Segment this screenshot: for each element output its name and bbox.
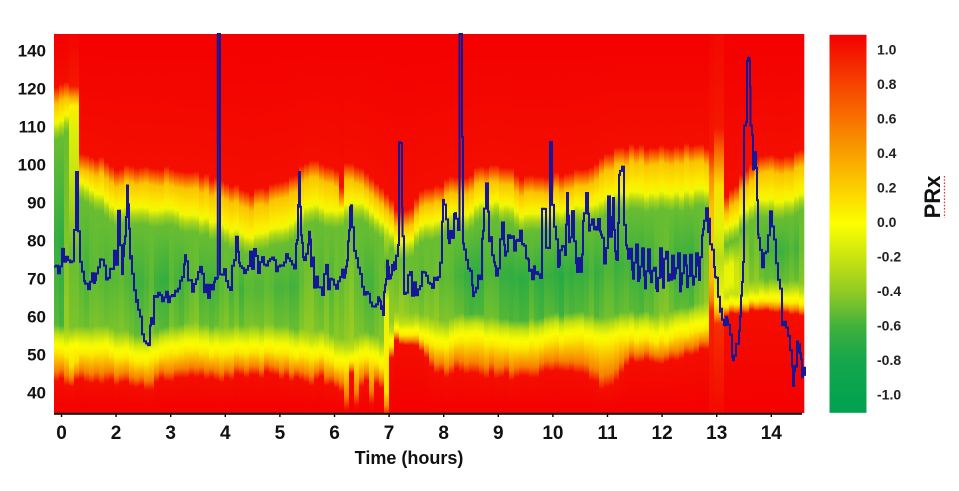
svg-text:0.2: 0.2 <box>877 180 897 196</box>
svg-text:PRx: PRx <box>920 175 945 219</box>
svg-text:80: 80 <box>27 231 46 250</box>
svg-text:8: 8 <box>438 423 449 444</box>
svg-text:0.8: 0.8 <box>877 76 897 92</box>
svg-text:-0.4: -0.4 <box>877 283 901 299</box>
svg-text:70: 70 <box>27 269 46 288</box>
svg-text:11: 11 <box>597 423 618 444</box>
svg-text:0.4: 0.4 <box>877 145 897 161</box>
svg-text:1.0: 1.0 <box>877 42 897 58</box>
svg-text:100: 100 <box>18 155 46 174</box>
svg-text:2: 2 <box>111 423 122 444</box>
svg-text:3: 3 <box>165 423 176 444</box>
svg-text:9: 9 <box>493 423 504 444</box>
svg-text:12: 12 <box>652 423 673 444</box>
svg-text:140: 140 <box>18 41 46 60</box>
svg-text:13: 13 <box>706 423 727 444</box>
svg-text:110: 110 <box>19 117 46 136</box>
svg-text:-1.0: -1.0 <box>877 387 901 403</box>
svg-text:50: 50 <box>27 345 46 364</box>
svg-text:0.6: 0.6 <box>877 111 897 127</box>
svg-text:-0.8: -0.8 <box>877 352 901 368</box>
svg-text:14: 14 <box>761 423 783 444</box>
svg-text:Time (hours): Time (hours) <box>355 448 464 468</box>
svg-text:4: 4 <box>220 423 231 444</box>
svg-text:0.0: 0.0 <box>877 214 897 230</box>
svg-text:6: 6 <box>329 423 340 444</box>
svg-text:40: 40 <box>27 383 46 402</box>
svg-text:90: 90 <box>27 193 46 212</box>
svg-text:10: 10 <box>542 423 563 444</box>
svg-text:7: 7 <box>384 423 395 444</box>
svg-text:-0.2: -0.2 <box>877 249 901 265</box>
svg-text:120: 120 <box>18 79 46 98</box>
svg-text:60: 60 <box>27 307 46 326</box>
svg-text:0: 0 <box>56 423 67 444</box>
svg-text:5: 5 <box>275 423 286 444</box>
svg-text:-0.6: -0.6 <box>877 318 901 334</box>
